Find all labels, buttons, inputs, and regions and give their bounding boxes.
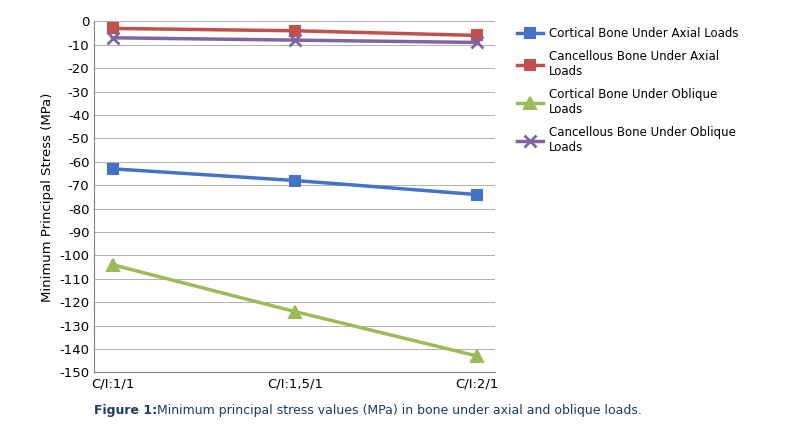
Text: Minimum principal stress values (MPa) in bone under axial and oblique loads.: Minimum principal stress values (MPa) in… (153, 404, 642, 417)
Legend: Cortical Bone Under Axial Loads, Cancellous Bone Under Axial
Loads, Cortical Bon: Cortical Bone Under Axial Loads, Cancell… (517, 27, 739, 155)
Y-axis label: Minimum Principal Stress (MPa): Minimum Principal Stress (MPa) (41, 92, 53, 302)
Text: Figure 1:: Figure 1: (94, 404, 157, 417)
